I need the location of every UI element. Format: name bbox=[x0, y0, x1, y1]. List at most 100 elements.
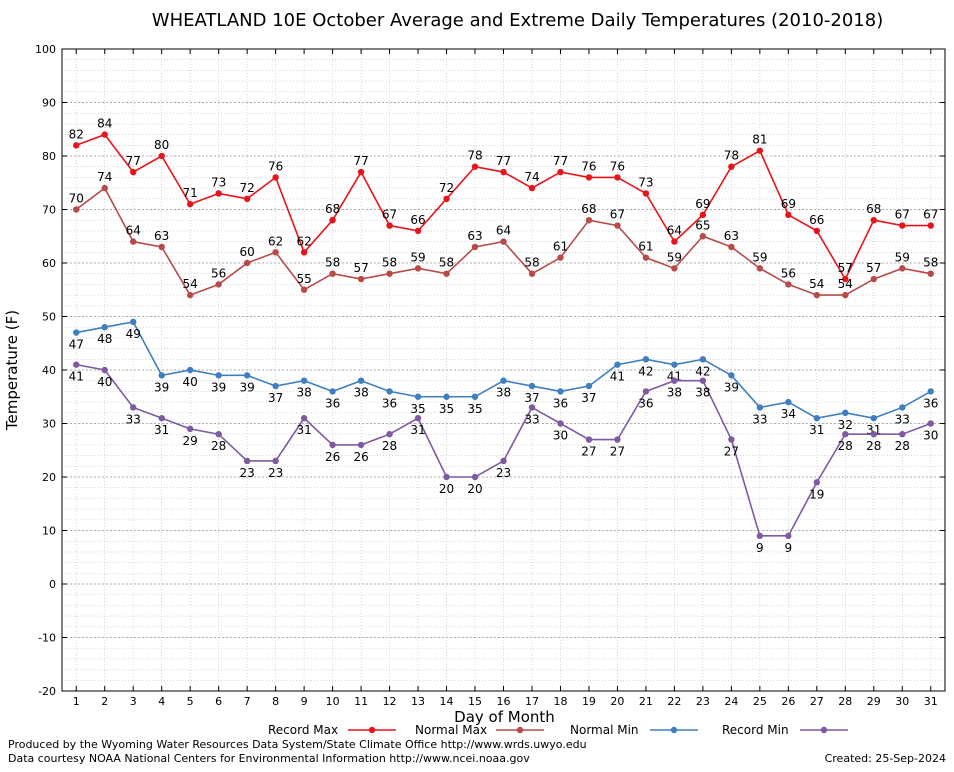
data-point bbox=[899, 431, 906, 438]
data-point bbox=[585, 217, 593, 224]
data-point bbox=[130, 318, 137, 326]
data-label: 38 bbox=[296, 386, 311, 400]
data-point bbox=[73, 206, 80, 213]
x-tick-label: 23 bbox=[696, 695, 710, 708]
x-tick-label: 1 bbox=[73, 695, 80, 708]
data-point bbox=[557, 254, 564, 261]
x-tick-label: 2 bbox=[101, 695, 108, 708]
data-label: 67 bbox=[895, 208, 910, 222]
data-label: 76 bbox=[581, 159, 596, 173]
data-label: 19 bbox=[809, 487, 824, 501]
data-label: 26 bbox=[353, 450, 368, 464]
data-point bbox=[243, 195, 251, 202]
data-label: 9 bbox=[756, 541, 764, 555]
data-label: 41 bbox=[69, 370, 84, 384]
data-point bbox=[215, 190, 222, 197]
data-label: 64 bbox=[667, 224, 682, 238]
data-point bbox=[813, 414, 821, 422]
data-label: 38 bbox=[496, 386, 511, 400]
data-label: 33 bbox=[126, 412, 141, 426]
data-point bbox=[357, 441, 365, 449]
data-label: 72 bbox=[439, 181, 454, 195]
data-point bbox=[870, 217, 877, 224]
data-label: 39 bbox=[154, 380, 169, 394]
data-label: 23 bbox=[240, 466, 255, 480]
data-label: 77 bbox=[353, 154, 368, 168]
data-point bbox=[300, 286, 308, 293]
data-point bbox=[585, 436, 593, 443]
data-label: 68 bbox=[581, 202, 596, 216]
data-label: 29 bbox=[183, 434, 198, 448]
x-tick-label: 6 bbox=[215, 695, 222, 708]
data-label: 27 bbox=[724, 445, 739, 459]
x-tick-label: 15 bbox=[468, 695, 482, 708]
x-tick-label: 5 bbox=[187, 695, 194, 708]
data-point bbox=[899, 265, 906, 272]
data-label: 67 bbox=[382, 208, 397, 222]
data-point bbox=[414, 393, 422, 400]
data-label: 35 bbox=[439, 402, 454, 416]
data-label: 49 bbox=[126, 327, 141, 341]
data-label: 84 bbox=[97, 117, 112, 131]
data-label: 58 bbox=[439, 256, 454, 270]
data-label: 68 bbox=[325, 202, 340, 216]
x-tick-label: 27 bbox=[810, 695, 824, 708]
data-point bbox=[899, 222, 906, 229]
data-label: 20 bbox=[439, 482, 454, 496]
data-point bbox=[500, 238, 507, 245]
data-label: 55 bbox=[296, 272, 311, 286]
data-label: 23 bbox=[268, 466, 283, 480]
data-point bbox=[158, 414, 165, 422]
data-point bbox=[158, 372, 165, 379]
data-point bbox=[357, 275, 365, 283]
y-tick-label: 90 bbox=[42, 97, 56, 110]
legend-label: Record Max bbox=[268, 723, 338, 737]
data-label: 69 bbox=[695, 197, 710, 211]
data-label: 56 bbox=[781, 266, 796, 280]
data-point bbox=[528, 184, 536, 192]
data-label: 57 bbox=[866, 261, 881, 275]
legend-marker bbox=[670, 726, 678, 734]
y-tick-label: -20 bbox=[38, 685, 56, 698]
data-point bbox=[785, 211, 792, 219]
data-point bbox=[870, 275, 877, 283]
data-point bbox=[329, 388, 336, 395]
data-label: 33 bbox=[895, 412, 910, 426]
data-point bbox=[243, 259, 251, 267]
y-tick-label: 40 bbox=[42, 364, 56, 377]
data-point bbox=[186, 291, 194, 299]
data-point bbox=[870, 414, 877, 422]
data-label: 64 bbox=[496, 224, 511, 238]
data-label: 62 bbox=[296, 234, 311, 248]
data-point bbox=[272, 382, 279, 390]
data-point bbox=[243, 457, 251, 465]
x-axis-title: Day of Month bbox=[454, 708, 555, 726]
data-label: 67 bbox=[923, 208, 938, 222]
data-label: 77 bbox=[553, 154, 568, 168]
data-point bbox=[386, 431, 393, 438]
x-tick-label: 16 bbox=[497, 695, 511, 708]
data-point bbox=[642, 388, 650, 395]
legend-label: Normal Min bbox=[570, 723, 639, 737]
data-label: 65 bbox=[695, 218, 710, 232]
data-label: 54 bbox=[183, 277, 198, 291]
data-point bbox=[927, 222, 934, 229]
footer-created: Created: 25-Sep-2024 bbox=[824, 752, 946, 765]
y-tick-label: 50 bbox=[42, 311, 56, 324]
x-tick-label: 26 bbox=[781, 695, 795, 708]
x-tick-label: 21 bbox=[639, 695, 653, 708]
data-label: 28 bbox=[382, 439, 397, 453]
data-point bbox=[728, 163, 735, 170]
data-label: 71 bbox=[183, 186, 198, 200]
data-point bbox=[101, 324, 108, 331]
data-point bbox=[101, 366, 108, 374]
data-label: 37 bbox=[524, 391, 539, 405]
footer-producer: Produced by the Wyoming Water Resources … bbox=[8, 738, 587, 751]
data-point bbox=[158, 152, 165, 160]
data-label: 38 bbox=[695, 386, 710, 400]
y-tick-label: 80 bbox=[42, 150, 56, 163]
legend-label: Record Min bbox=[722, 723, 789, 737]
data-label: 54 bbox=[838, 277, 853, 291]
data-point bbox=[699, 211, 707, 219]
data-point bbox=[927, 388, 934, 395]
